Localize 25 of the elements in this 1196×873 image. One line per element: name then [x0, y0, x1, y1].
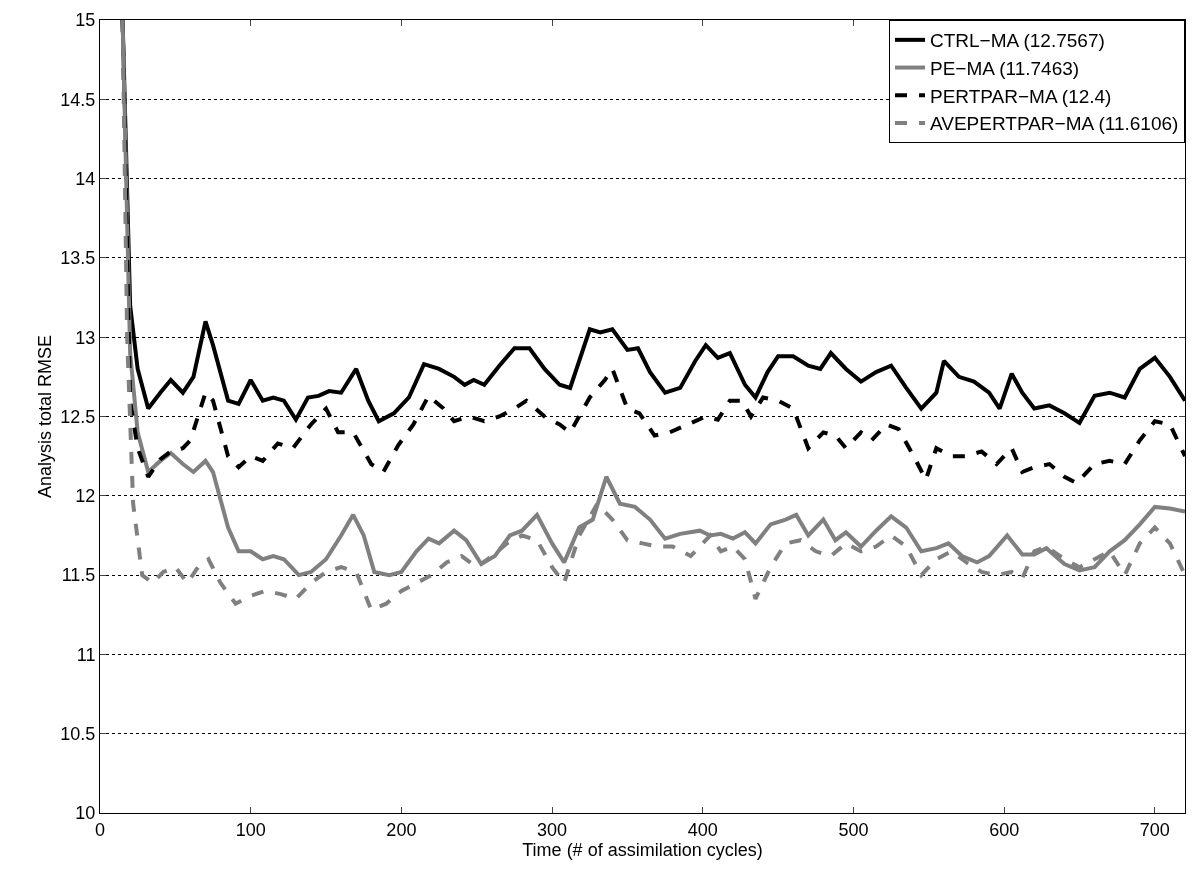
legend-label: AVEPERTPAR−MA (11.6106) — [930, 113, 1179, 135]
legend-label: PE−MA (11.7463) — [930, 57, 1080, 79]
x-tick-label: 400 — [687, 819, 718, 840]
y-tick-label: 10 — [75, 803, 96, 824]
legend-label: CTRL−MA (12.7567) — [930, 30, 1105, 52]
x-tick-label: 300 — [537, 819, 568, 840]
y-tick-label: 14 — [75, 168, 96, 189]
x-tick-label: 600 — [989, 819, 1020, 840]
y-tick-label: 15 — [75, 10, 96, 31]
y-tick-label: 11.5 — [61, 565, 96, 586]
y-tick-label: 12.5 — [60, 406, 96, 427]
x-tick-label: 700 — [1139, 819, 1170, 840]
legend-label: PERTPAR−MA (12.4) — [930, 85, 1112, 107]
x-tick-label: 100 — [235, 819, 266, 840]
y-tick-label: 12 — [75, 486, 96, 507]
y-tick-label: 10.5 — [60, 724, 96, 744]
y-tick-label: 13 — [75, 327, 96, 348]
y-tick-label: 11 — [76, 644, 96, 665]
x-axis-title: Time (# of assimilation cycles) — [522, 839, 763, 860]
x-tick-label: 500 — [838, 819, 869, 840]
y-tick-label: 14.5 — [60, 89, 96, 110]
x-tick-label: 0 — [94, 819, 106, 840]
x-tick-label: 200 — [386, 819, 417, 840]
y-axis-title: Analysis total RMSE — [34, 334, 55, 499]
y-tick-label: 13.5 — [60, 248, 96, 269]
